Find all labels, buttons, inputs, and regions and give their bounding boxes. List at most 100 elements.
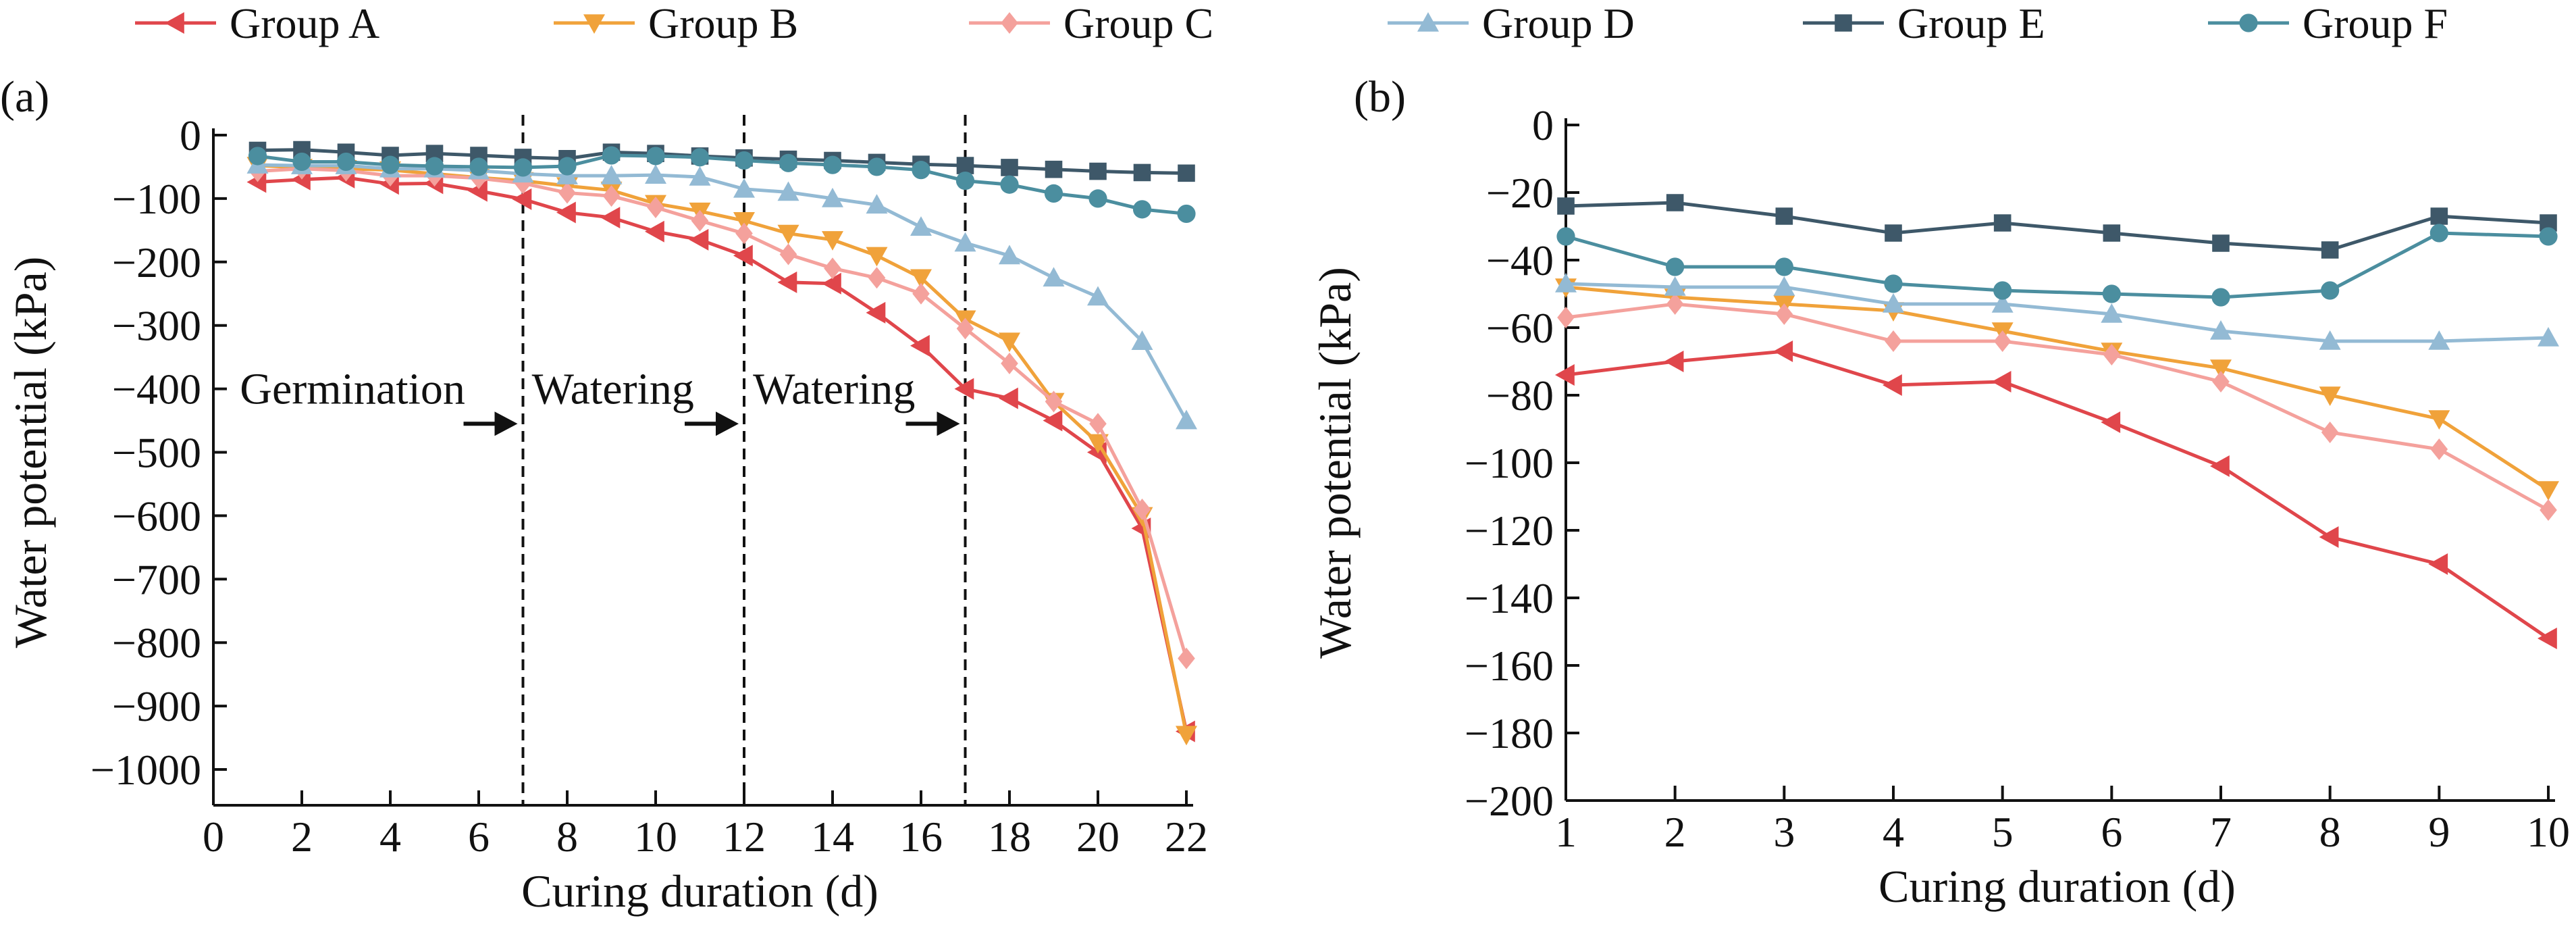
legend-marker-group-b bbox=[583, 14, 605, 34]
data-point-group-f bbox=[425, 157, 444, 176]
data-point-group-a bbox=[1664, 351, 1684, 372]
data-point-group-f bbox=[955, 172, 975, 191]
series-line-group-d bbox=[1565, 282, 2549, 343]
data-point-group-f bbox=[469, 157, 488, 176]
y-tick-label: −600 bbox=[112, 492, 201, 540]
y-tick-label: −500 bbox=[112, 429, 201, 477]
data-point-group-a bbox=[822, 272, 841, 295]
y-tick-label: −60 bbox=[1486, 304, 1554, 352]
data-point-group-d bbox=[2210, 320, 2232, 340]
data-point-group-c bbox=[824, 257, 841, 280]
data-point-group-d bbox=[999, 245, 1020, 265]
data-point-group-d bbox=[1991, 293, 2014, 313]
data-point-group-f bbox=[1666, 257, 1685, 276]
data-point-group-c bbox=[2430, 438, 2448, 460]
data-point-group-b bbox=[910, 269, 932, 289]
data-point-group-e bbox=[2212, 234, 2230, 252]
data-point-group-c bbox=[2103, 344, 2121, 365]
panel-label: (b) bbox=[1354, 72, 1406, 122]
data-point-group-e bbox=[2103, 224, 2121, 242]
x-tick-label: 10 bbox=[2527, 808, 2570, 856]
data-point-group-f bbox=[1044, 184, 1063, 203]
data-point-group-f bbox=[513, 158, 533, 177]
data-point-group-e bbox=[1045, 160, 1063, 178]
data-point-group-d bbox=[733, 178, 755, 198]
data-point-group-d bbox=[910, 216, 932, 236]
legend-label: Group C bbox=[1063, 0, 1213, 47]
data-point-group-a bbox=[2428, 553, 2448, 575]
data-point-group-d bbox=[866, 194, 888, 214]
x-tick-label: 16 bbox=[899, 813, 943, 861]
data-point-group-b bbox=[733, 211, 755, 232]
data-point-group-d bbox=[1773, 276, 1795, 296]
data-point-group-f bbox=[1775, 257, 1793, 276]
data-point-group-c bbox=[691, 209, 709, 232]
y-axis-title: Water potential (kPa) bbox=[5, 257, 56, 649]
legend-label: Group D bbox=[1482, 0, 1635, 47]
data-point-group-f bbox=[1000, 175, 1019, 194]
data-point-group-c bbox=[912, 282, 930, 305]
x-axis-title: Curing duration (d) bbox=[521, 865, 878, 917]
x-tick-label: 6 bbox=[2101, 808, 2122, 856]
data-point-group-f bbox=[1132, 200, 1152, 219]
data-point-group-c bbox=[1775, 303, 1793, 325]
data-point-group-a bbox=[645, 220, 664, 243]
data-point-group-d bbox=[1043, 267, 1065, 287]
x-tick-label: 1 bbox=[1555, 808, 1577, 856]
y-tick-label: −100 bbox=[1465, 439, 1554, 487]
x-tick-label: 4 bbox=[379, 813, 401, 861]
data-point-group-c bbox=[558, 182, 576, 204]
y-tick-label: −900 bbox=[112, 682, 201, 730]
y-tick-label: −40 bbox=[1486, 236, 1554, 284]
series-line-group-f bbox=[1565, 231, 2549, 299]
data-point-group-e bbox=[1089, 162, 1107, 180]
legend-marker-group-d bbox=[1417, 12, 1439, 32]
y-tick-label: −100 bbox=[112, 175, 201, 223]
series-line-group-b bbox=[257, 163, 1188, 735]
data-point-group-a bbox=[2101, 411, 2121, 433]
data-point-group-d bbox=[2538, 327, 2559, 347]
data-point-group-a bbox=[1773, 340, 1793, 362]
x-tick-label: 22 bbox=[1165, 813, 1208, 861]
data-point-group-f bbox=[1884, 274, 1903, 293]
data-point-group-c bbox=[735, 222, 753, 245]
arrow-right-icon-head bbox=[494, 411, 518, 436]
y-tick-label: −120 bbox=[1465, 507, 1554, 555]
data-point-group-c bbox=[2540, 499, 2557, 521]
y-tick-label: −800 bbox=[112, 619, 201, 667]
data-point-group-a bbox=[1555, 364, 1575, 386]
phase-annotation: Watering bbox=[753, 365, 915, 414]
data-point-group-a bbox=[1883, 374, 1902, 396]
data-point-group-d bbox=[2428, 330, 2450, 350]
data-point-group-f bbox=[867, 157, 887, 176]
x-tick-label: 8 bbox=[2319, 808, 2341, 856]
data-point-group-e bbox=[2540, 214, 2557, 232]
data-point-group-a bbox=[1043, 409, 1063, 432]
data-point-group-b bbox=[822, 231, 843, 251]
x-tick-label: 7 bbox=[2210, 808, 2232, 856]
x-tick-label: 5 bbox=[1992, 808, 2014, 856]
series-line-group-e bbox=[1565, 201, 2549, 252]
data-point-group-f bbox=[646, 147, 665, 166]
legend-label: Group E bbox=[1897, 0, 2045, 47]
data-point-group-e bbox=[1557, 197, 1575, 215]
panel-a: 0 −100 −200 −300 −400 −500 −600 −700 −800 −900 −10… bbox=[0, 72, 1208, 917]
data-point-group-f bbox=[602, 146, 621, 165]
data-point-group-a bbox=[689, 228, 709, 251]
data-point-group-a bbox=[999, 387, 1018, 409]
series-line-group-d bbox=[257, 163, 1188, 422]
y-tick-label: −1000 bbox=[90, 746, 201, 794]
data-point-group-f bbox=[912, 161, 930, 180]
data-point-group-c bbox=[647, 197, 664, 219]
data-point-group-d bbox=[1176, 409, 1197, 430]
data-point-group-a bbox=[556, 201, 576, 224]
data-point-group-b bbox=[2210, 359, 2232, 379]
data-point-group-c bbox=[868, 267, 886, 289]
arrow-right-icon-head bbox=[716, 411, 739, 436]
phase-annotation: Germination bbox=[240, 365, 465, 414]
y-tick-label: −700 bbox=[112, 555, 201, 603]
data-point-group-a bbox=[2210, 455, 2230, 477]
data-point-group-d bbox=[777, 181, 799, 201]
data-point-group-f bbox=[690, 148, 710, 167]
